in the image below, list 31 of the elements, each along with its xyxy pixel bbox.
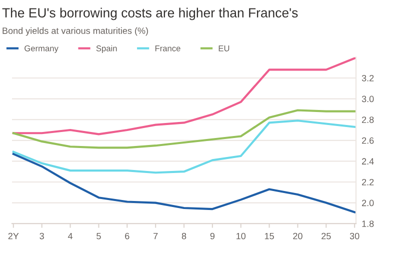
y-tick-label: 2.2 <box>362 178 374 186</box>
x-tick-label: 30 <box>350 232 360 240</box>
y-tick-label: 1.8 <box>362 220 374 227</box>
x-tick-label: 3 <box>40 232 44 240</box>
line-series <box>12 120 356 174</box>
y-tick-label: 2.4 <box>362 158 374 164</box>
x-tick-label: 15 <box>264 232 274 240</box>
line-series <box>12 152 356 214</box>
x-tick-label: 2Y <box>8 232 19 240</box>
legend-label: Spain <box>96 45 117 53</box>
x-tick-label: 8 <box>182 232 186 240</box>
legend-label: France <box>155 46 180 52</box>
x-tick-label: 9 <box>210 232 215 240</box>
x-tick-label: 6 <box>125 232 130 240</box>
chart-subtitle: Bond yields at various maturities (%) <box>2 27 148 36</box>
chart-title: The EU's borrowing costs are higher than France's <box>2 8 298 20</box>
x-tick-label: 20 <box>293 232 302 240</box>
line-series <box>12 109 356 149</box>
y-tick-label: 3.0 <box>362 96 374 102</box>
x-tick-label: 5 <box>96 232 101 240</box>
line-series <box>12 57 356 136</box>
y-tick-label: 2.0 <box>362 200 374 206</box>
x-tick-label: 25 <box>322 232 331 240</box>
y-tick-label: 3.2 <box>362 74 374 82</box>
y-tick-label: 2.6 <box>362 137 374 144</box>
x-tick-label: 4 <box>68 232 73 240</box>
y-tick-label: 2.8 <box>362 116 374 123</box>
legend-label: Germany <box>24 45 58 53</box>
x-tick-label: 7 <box>154 232 158 240</box>
x-tick-label: 10 <box>236 232 246 240</box>
legend-label: EU <box>218 46 230 52</box>
